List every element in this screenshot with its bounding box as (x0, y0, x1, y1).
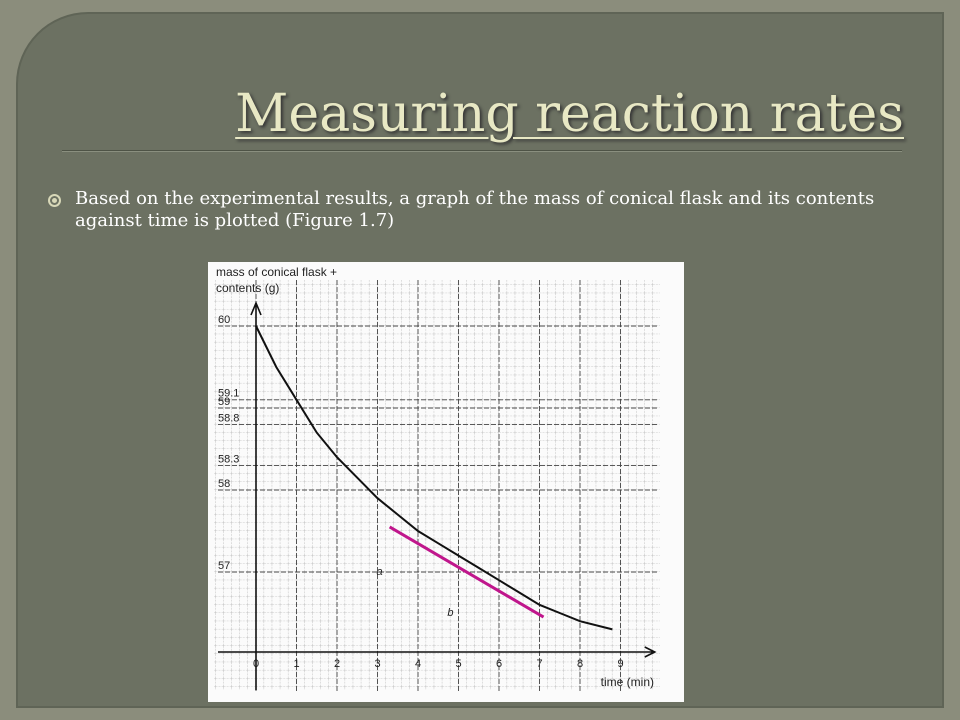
annotation: b (447, 607, 453, 619)
y-tick-label: 58.3 (218, 453, 239, 465)
x-tick-label: 4 (415, 658, 421, 670)
y-axis (250, 300, 262, 690)
y-tick-label: 59.1 (218, 388, 239, 400)
y-tick-label: 58 (218, 478, 230, 490)
y-tick-label: 57 (218, 560, 230, 572)
tangent-line (388, 525, 545, 619)
x-tick-label: 1 (293, 658, 299, 670)
minor-grid (214, 280, 660, 690)
x-axis-label: time (min) (600, 675, 654, 689)
y-tick-label: 60 (218, 314, 230, 326)
slide-title: Measuring reaction rates (235, 84, 904, 144)
x-axis (218, 646, 657, 658)
x-tick-label: 7 (536, 658, 542, 670)
chart-figure: 60 59.1 59 58.8 58.3 58 57 0 1 2 3 4 5 6 7 8 9 a b mass of… (208, 262, 684, 702)
x-tick-label: 2 (334, 658, 340, 670)
bullet-text: Based on the experimental results, a gra… (75, 188, 875, 231)
y-axis-label: mass of conical flask + contents (g) (216, 265, 338, 295)
data-line (255, 325, 613, 631)
x-tick-label: 8 (577, 658, 583, 670)
x-tick-label: 9 (617, 658, 623, 670)
divider (62, 150, 902, 152)
y-tick-label: 59 (218, 396, 230, 408)
bullet-icon (48, 194, 61, 207)
x-tick-label: 6 (496, 658, 502, 670)
y-tick-label: 58.8 (218, 412, 239, 424)
annotation: a (376, 566, 382, 578)
x-tick-label: 3 (374, 658, 380, 670)
x-tick-label: 5 (455, 658, 461, 670)
